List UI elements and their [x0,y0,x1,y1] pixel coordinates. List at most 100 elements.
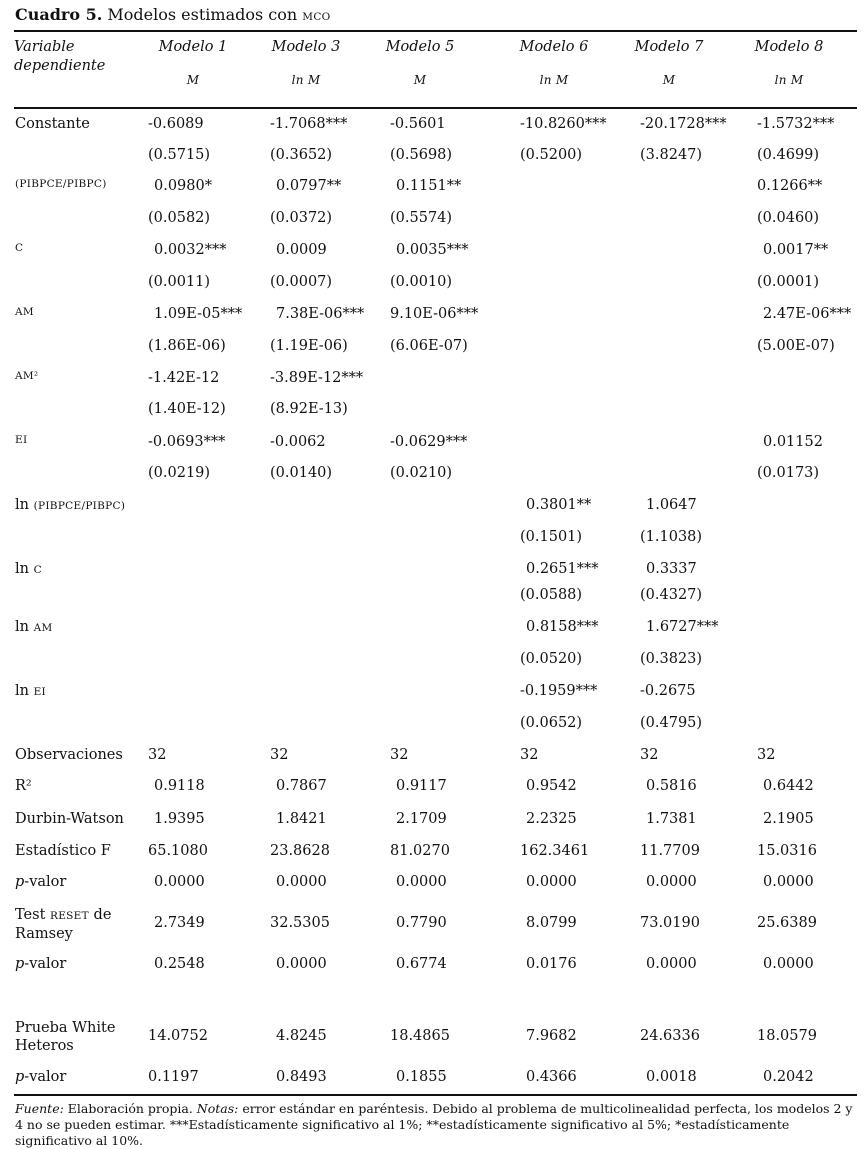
label-part: ln [15,561,34,577]
table-cell: (5.00E-07) [757,338,835,354]
table-cell: 0.0035*** [396,242,469,258]
table-cell: 9.10E-06*** [390,306,479,322]
table-cell: -0.0693*** [148,434,226,450]
table-cell: 0.0018 [646,1069,697,1085]
table-cell: 0.0000 [396,874,447,890]
table-cell: 24.6336 [640,1028,700,1044]
model-header: Modelo 7 [634,39,704,55]
table-cell: 0.1266** [757,178,823,194]
table-cell: 7.9682 [526,1028,577,1044]
row-label: Test RESET de Ramsey [15,906,125,943]
table-cell: 0.2042 [763,1069,814,1085]
table-cell: 0.0009 [276,242,327,258]
table-cell: (0.0210) [390,465,453,481]
title-label: Cuadro 5. [15,5,103,24]
var-label-line2: dependiente [14,58,106,74]
dependent-variable: ln M [774,73,804,87]
table-cell: 0.0000 [526,874,577,890]
table-cell: -1.5732*** [757,116,835,132]
table-cell: 0.0980* [154,178,212,194]
table-title: Cuadro 5. Modelos estimados con MCO [15,5,331,24]
table-cell: (0.3652) [270,147,333,163]
table-cell: 0.0000 [763,956,814,972]
p-italic: p [15,956,25,972]
table-cell: 32 [270,747,289,763]
table-cell: (0.0007) [270,274,333,290]
table-cell: (0.5698) [390,147,453,163]
table-cell: (0.0588) [520,587,583,603]
table-cell: 0.1197 [148,1069,199,1085]
label-part: Test [15,907,51,923]
row-label: (PIBPCE/PIBPC) [15,178,107,190]
table-cell: 0.0000 [763,874,814,890]
table-cell: -0.6089 [148,116,204,132]
table-cell: (0.0173) [757,465,820,481]
label-part: ln [15,497,34,513]
table-cell: 0.4366 [526,1069,577,1085]
table-cell: 8.0799 [526,915,577,931]
row-label: p-valor [15,1069,66,1085]
label-part: (PIBPCE/PIBPC) [33,500,126,512]
table-cell: 1.0647 [646,497,697,513]
table-cell: 65.1080 [148,843,208,859]
row-label: AM [15,306,34,318]
table-note: Fuente: Elaboración propia. Notas: error… [15,1101,860,1149]
label-part: de Ramsey [15,907,112,942]
table-cell: (0.0582) [148,210,211,226]
table-cell: (1.40E-12) [148,401,226,417]
table-cell: 0.1151** [396,178,462,194]
table-cell: 18.4865 [390,1028,450,1044]
table-cell: (0.4327) [640,587,703,603]
table-cell: 0.5816 [646,778,697,794]
model-header: Modelo 6 [519,39,589,55]
row-label: ln AM [15,619,53,635]
table-cell: 11.7709 [640,843,700,859]
label-part: C [33,564,42,576]
table-cell: 2.1905 [763,811,814,827]
table-cell: 1.7381 [646,811,697,827]
title-abbr: MCO [302,11,331,23]
header-rule [14,107,857,109]
label-part: ln [15,683,34,699]
table-cell: 0.0797** [276,178,342,194]
model-header: Modelo 5 [385,39,455,55]
table-cell: 32 [640,747,659,763]
row-label: ln C [15,561,42,577]
table-cell: 32 [757,747,776,763]
title-text: Modelos estimados con [107,5,298,24]
table-cell: -1.7068*** [270,116,348,132]
table-cell: (0.5574) [390,210,453,226]
row-label: AM² [15,370,39,382]
table-cell: (0.0001) [757,274,820,290]
table-cell: -20.1728*** [640,116,727,132]
table-cell: 0.0000 [276,956,327,972]
table-cell: 0.8493 [276,1069,327,1085]
table-cell: -0.5601 [390,116,446,132]
row-label: R² [15,778,32,794]
table-cell: 23.8628 [270,843,330,859]
table-cell: 2.2325 [526,811,577,827]
table-cell: 4.8245 [276,1028,327,1044]
table-cell: 81.0270 [390,843,450,859]
table-cell: 0.0176 [526,956,577,972]
table-cell: (1.19E-06) [270,338,348,354]
table-cell: (0.0372) [270,210,333,226]
dependent-variable: ln M [291,73,321,87]
table-cell: 0.0017** [763,242,829,258]
bottom-rule [14,1094,857,1096]
p-suffix: -valor [24,956,67,972]
dependent-variable: M [186,73,200,87]
table-cell: 0.9542 [526,778,577,794]
table-cell: (1.1038) [640,529,703,545]
notas-text: error estándar en paréntesis. Debido al … [15,1101,853,1148]
table-cell: -0.0062 [270,434,326,450]
row-label: Observaciones [15,747,123,763]
table-cell: (0.0520) [520,651,583,667]
table-cell: (0.0460) [757,210,820,226]
header-variable-label: Variable dependiente [14,38,105,76]
label-part: RESET [50,910,89,922]
table-cell: 0.2651*** [526,561,599,577]
table-cell: -1.42E-12 [148,370,220,386]
notas-label: Notas: [196,1101,239,1116]
